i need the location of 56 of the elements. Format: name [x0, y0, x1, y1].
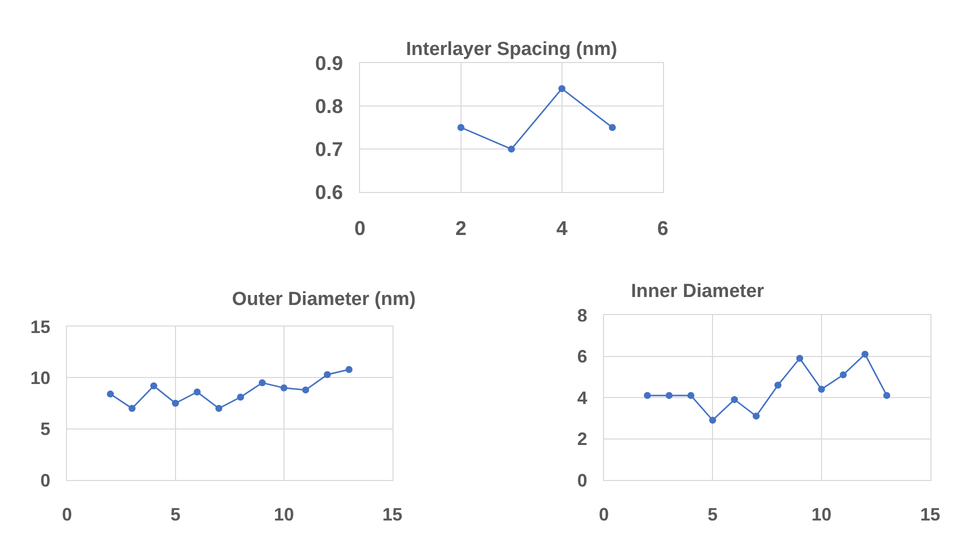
point: [346, 366, 353, 373]
y-tick-label: 0: [40, 470, 50, 490]
point: [709, 416, 716, 424]
point: [302, 386, 310, 394]
point: [796, 354, 804, 362]
point: [457, 124, 464, 131]
x-tick-label: 15: [920, 504, 940, 525]
point: [106, 390, 114, 398]
point: [280, 384, 288, 392]
point: [818, 386, 825, 393]
y-tick-label: 0.8: [315, 96, 343, 118]
point: [215, 404, 222, 412]
point: [687, 392, 694, 399]
point: [558, 85, 566, 92]
point: [752, 412, 760, 420]
x-tick-label: 2: [455, 218, 466, 240]
x-tick-label: 4: [556, 218, 568, 240]
chart-title: Inner Diameter: [631, 281, 765, 302]
point: [172, 400, 179, 407]
x-tick-label: 5: [170, 504, 180, 525]
point: [150, 382, 158, 390]
x-tick-label: 0: [598, 504, 609, 525]
point: [644, 392, 651, 399]
chart-title: Outer Diameter (nm): [232, 289, 416, 310]
x-tick-label: 10: [811, 504, 832, 525]
point: [840, 371, 847, 378]
y-tick-label: 8: [577, 305, 588, 326]
y-tick-label: 0.6: [315, 182, 343, 204]
y-tick-label: 10: [30, 368, 50, 388]
point: [508, 146, 515, 153]
x-tick-label: 0: [354, 218, 366, 240]
y-tick-label: 0.7: [315, 139, 343, 162]
y-tick-label: 5: [40, 419, 50, 440]
point: [666, 392, 673, 399]
x-tick-label: 10: [274, 504, 294, 525]
point: [774, 382, 782, 389]
point: [237, 394, 244, 401]
y-tick-label: 15: [30, 316, 50, 337]
x-tick-label: 5: [708, 504, 718, 525]
point: [194, 388, 201, 396]
y-tick-label: 6: [577, 346, 588, 367]
point: [258, 379, 266, 386]
y-tick-label: 0: [577, 470, 588, 490]
y-tick-label: 4: [577, 388, 588, 408]
point: [324, 371, 331, 378]
x-tick-label: 15: [382, 504, 402, 525]
y-tick-label: 0.9: [315, 52, 343, 75]
point: [128, 404, 136, 412]
point: [730, 396, 738, 404]
point: [608, 124, 616, 131]
point: [862, 350, 868, 358]
chart-title: Interlayer Spacing (nm): [406, 39, 618, 60]
point: [883, 392, 890, 399]
y-tick-label: 2: [577, 429, 588, 450]
x-tick-label: 0: [62, 504, 72, 525]
x-tick-label: 6: [657, 218, 668, 240]
